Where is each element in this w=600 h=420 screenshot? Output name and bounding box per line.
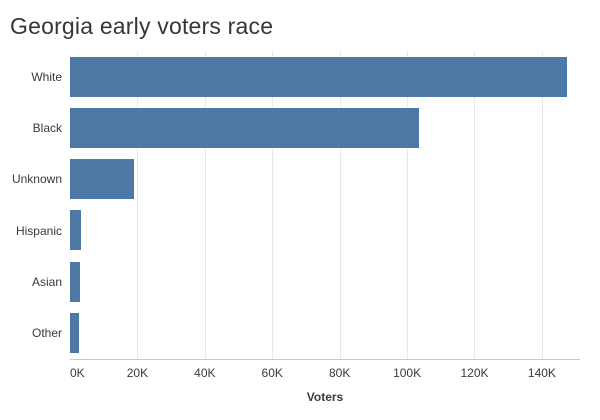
x-tick-label-60k: 60K [261,366,283,380]
bar-row-hispanic: Hispanic [16,205,580,256]
x-tick-label-120k: 120K [460,366,489,380]
gridline-60k [272,51,274,359]
bar-rows: White Black Unknown Hispanic Asian Other [12,51,580,359]
gridline-120k [474,51,476,359]
category-label-asian: Asian [31,274,62,289]
x-tick-label-0k: 0K [70,366,85,380]
x-axis-title: Voters [306,390,344,404]
gridlines [70,51,580,359]
bar-row-unknown: Unknown [12,154,580,205]
category-label-white: White [31,69,62,84]
bar-row-black: Black [33,102,580,153]
bar-row-white: White [31,51,580,102]
bar-white[interactable] [70,56,568,97]
bar-row-other: Other [32,308,580,359]
x-tick-label-80k: 80K [328,366,351,380]
gridline-40k [204,51,206,359]
x-tick-label-140k: 140K [527,366,556,380]
gridline-80k [339,51,341,359]
bar-unknown[interactable] [70,159,135,200]
bar-black[interactable] [70,107,419,148]
bar-hispanic[interactable] [70,210,82,251]
bar-asian[interactable] [70,261,81,302]
x-tick-label-100k: 100K [393,366,422,380]
gridline-20k [137,51,139,359]
chart-title: Georgia early voters race [10,13,274,39]
category-label-hispanic: Hispanic [15,223,62,238]
category-label-unknown: Unknown [11,172,62,187]
x-tick-label-20k: 20K [126,366,149,380]
x-axis-ticks: 0K 20K 40K 60K 80K 100K 120K 140K [70,366,580,382]
bar-row-asian: Asian [32,256,580,307]
plot-area: White Black Unknown Hispanic Asian Other [12,51,580,360]
x-tick-label-40k: 40K [194,366,216,380]
category-label-black: Black [32,120,62,135]
gridline-100k [407,51,409,359]
gridline-140k [541,51,543,359]
bar-other[interactable] [70,313,80,354]
category-label-other: Other [31,326,62,341]
